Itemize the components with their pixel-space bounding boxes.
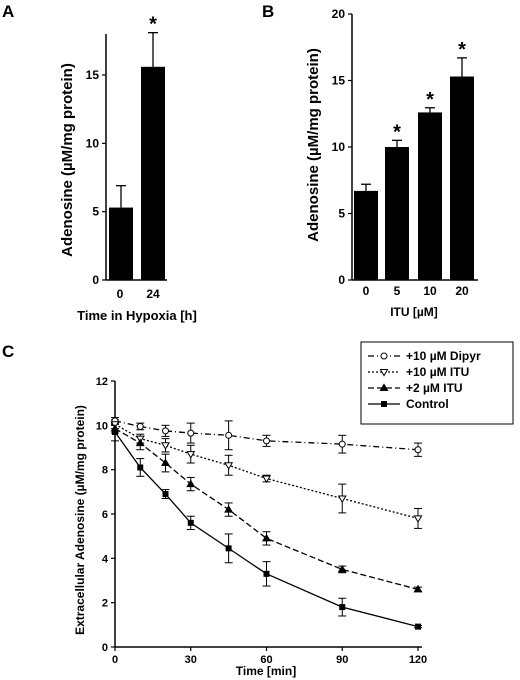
c-point-itu2-3: [186, 479, 196, 488]
c-point-control-3: [187, 519, 194, 526]
legend-marker-dipyr: [380, 352, 388, 360]
c-series-line-dipyr: [114, 420, 419, 451]
c-xtick-label-0: 0: [112, 654, 118, 666]
legend-marker-control: [381, 401, 387, 407]
c-point-itu2-5: [262, 533, 271, 542]
c-xtick-label-4: 120: [409, 654, 427, 666]
b-xtick-0: 0: [363, 284, 370, 298]
c-ytick-label-5: 10: [96, 420, 108, 432]
a-bar-0: [109, 207, 133, 280]
c-point-itu10-2: [161, 442, 170, 450]
legend-marker-itu2: [379, 383, 389, 392]
c-point-control-2: [162, 491, 169, 498]
b-ytick-label-2: 10: [332, 140, 346, 154]
a-y-axis-title: Adenosine (µM/mg protein): [59, 63, 76, 257]
c-point-control-5: [263, 570, 270, 577]
b-ytick-label-0: 0: [338, 273, 345, 287]
b-bar-2: [418, 112, 442, 280]
c-point-control-6: [339, 604, 346, 611]
c-point-itu10-4: [224, 462, 234, 470]
b-ytick-label-3: 15: [332, 74, 346, 88]
a-ytick-label-1: 5: [92, 205, 99, 219]
panel-label-a: A: [2, 2, 14, 21]
c-point-dipyr-3: [187, 429, 195, 437]
c-point-control-1: [137, 464, 144, 471]
b-significance-2: *: [426, 89, 434, 111]
b-x-axis-title: ITU [µM]: [390, 305, 438, 319]
a-x-axis-title: Time in Hypoxia [h]: [77, 308, 197, 323]
chart-a: 0 5 10 15 * 0 24 Time in Hypoxia [h] Adenosi…: [59, 14, 197, 323]
c-series-line-itu2: [114, 428, 419, 590]
c-point-itu2-7: [413, 584, 423, 593]
b-significance-3: *: [458, 39, 466, 61]
legend-marker-itu10: [379, 368, 389, 377]
c-xtick-label-2: 60: [260, 654, 272, 666]
c-ytick-label-4: 8: [102, 465, 108, 477]
legend-label-itu2: +2 µM ITU: [406, 381, 463, 395]
c-point-itu2-4: [224, 504, 234, 513]
b-ytick-label-4: 20: [332, 7, 346, 21]
b-xtick-1: 5: [394, 284, 401, 298]
c-point-dipyr-5: [263, 437, 270, 445]
c-point-itu2-1: [135, 438, 145, 447]
c-x-axis-title: Time [min]: [236, 664, 296, 678]
c-point-dipyr-4: [225, 431, 233, 439]
b-y-axis-title: Adenosine (µM/mg protein): [305, 48, 322, 242]
a-ytick-label-2: 10: [86, 136, 100, 150]
c-point-dipyr-6: [338, 440, 346, 448]
legend-label-itu10: +10 µM ITU: [406, 365, 469, 379]
a-bar-1: [141, 66, 165, 280]
c-point-itu10-6: [337, 495, 347, 504]
c-xtick-label-3: 90: [336, 654, 348, 666]
c-point-control-0: [112, 428, 118, 435]
c-ytick-label-6: 12: [96, 376, 108, 388]
a-xtick-1: 24: [146, 287, 160, 301]
panel-label-b: B: [262, 2, 274, 21]
c-ytick-label-2: 4: [102, 553, 109, 565]
b-bar-0: [354, 190, 378, 280]
b-bar-1: [385, 147, 409, 280]
legend-label-dipyr: +10 µM Dipyr: [406, 349, 481, 363]
c-point-dipyr-2: [162, 427, 169, 435]
b-xtick-3: 20: [455, 284, 469, 298]
c-ytick-label-1: 2: [102, 598, 108, 610]
b-ytick-label-1: 5: [338, 207, 345, 221]
c-xtick-label-1: 30: [185, 654, 197, 666]
c-point-control-4: [225, 545, 232, 552]
legend-label-control: Control: [406, 397, 449, 411]
a-significance-1: *: [149, 14, 157, 36]
c-series-line-itu10: [114, 423, 419, 520]
c-point-itu2-6: [337, 564, 347, 573]
b-bar-3: [450, 76, 474, 280]
a-ytick-label-0: 0: [92, 273, 99, 287]
c-ytick-label-3: 6: [102, 509, 108, 521]
c-point-itu2-2: [161, 458, 170, 467]
legend: +10 µM Dipyr +10 µM ITU +2 µM ITU Contro…: [360, 341, 514, 425]
b-xtick-2: 10: [423, 284, 437, 298]
c-ytick-label-0: 0: [102, 642, 108, 654]
c-point-itu10-3: [186, 451, 196, 459]
c-y-axis-title: Extracellular Adenosine (µM/mg protein): [73, 405, 87, 635]
c-point-itu10-5: [262, 475, 271, 484]
c-point-control-7: [415, 623, 421, 630]
c-series-line-control: [114, 431, 419, 628]
c-point-dipyr-7: [414, 446, 422, 454]
c-point-itu10-7: [413, 515, 423, 524]
a-xtick-0: 0: [117, 287, 124, 301]
b-significance-1: *: [393, 121, 401, 143]
panel-label-c: C: [2, 342, 14, 361]
a-ytick-label-3: 15: [86, 68, 100, 82]
chart-b: 0 5 10 15 20 * * * 0 5 10 20 ITU [µM] Adenosine…: [305, 7, 478, 319]
c-point-dipyr-1: [136, 422, 144, 430]
